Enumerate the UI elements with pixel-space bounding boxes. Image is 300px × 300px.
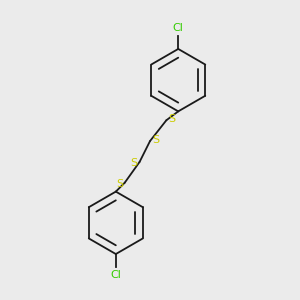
- Text: S: S: [116, 179, 123, 189]
- Text: Cl: Cl: [173, 23, 184, 33]
- Text: Cl: Cl: [110, 270, 121, 280]
- Text: S: S: [168, 114, 175, 124]
- Text: S: S: [131, 158, 138, 168]
- Text: S: S: [152, 135, 159, 145]
